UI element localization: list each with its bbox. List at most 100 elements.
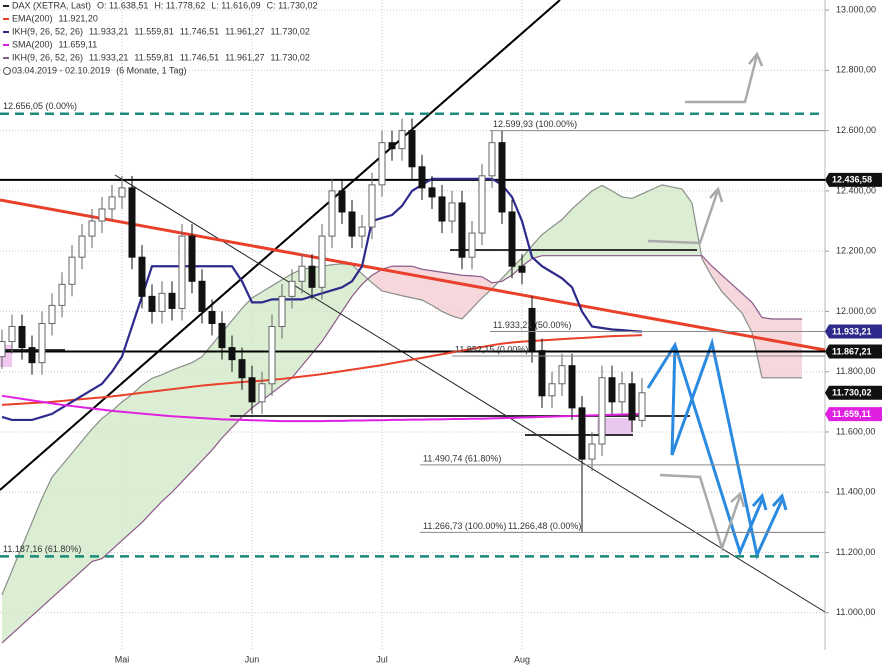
y-tick-label: 13.000,00 [836,4,876,14]
legend-value: 11.730,02 [271,52,310,62]
candle-body [218,322,226,349]
cloud-fill [752,302,762,378]
cloud-span-b [1,255,802,644]
fib-label: 12.599,93 (100.00%) [493,119,577,129]
candle-body [328,190,336,237]
candle-body [308,265,316,288]
candle-body [248,377,256,403]
legend-value: 11.961,27 [225,52,264,62]
legend-value: 11.961,27 [225,26,264,36]
legend-value: 11.659,11 [59,39,98,49]
candle-body [368,184,376,228]
cloud-fill [742,293,752,333]
cloud-fill [672,186,682,256]
candle-body [188,235,196,282]
cloud-fill [782,318,792,378]
x-tick-label: Jun [245,654,260,664]
price-tag [825,324,882,339]
cloud-fill [332,263,342,327]
candle-body [378,142,386,186]
cloud-fill [212,332,222,451]
cloud-fill [152,374,162,512]
projection [670,337,784,560]
cloud-fill [712,266,722,292]
candle-body [578,407,586,460]
projection [685,54,759,104]
fib-label: 11.266,73 (100.00%) [423,521,506,531]
cloud-fill [512,257,522,276]
cloud-span-a [1,184,802,595]
legend-value: 11.730,02 [271,26,310,36]
cloud-fill [312,266,322,354]
candle-body [98,208,106,222]
cloud-fill [602,185,612,256]
cloud-fill [442,272,452,316]
cloud-fill [592,185,602,256]
candle-body [408,130,416,168]
cloud-fill [532,234,542,259]
cloud-fill [162,370,172,502]
x-tick-label: Jul [376,654,388,664]
price-tag [825,407,882,422]
fib-label: 11.852,15 (0.00%) [455,344,528,354]
cloud-fill [202,344,212,461]
data-layer: 12.656,05 (0.00%) 11.187,16 (61.80%) 12.59… [0,101,882,558]
candle-body [238,359,246,379]
cloud-fill [382,266,392,294]
y-tick-label: 11.200,00 [836,547,875,557]
candle-body [438,196,446,222]
arrow-head [771,492,788,511]
x-tick-label: Aug [514,654,530,664]
cloud-fill [682,189,692,256]
cloud-fill [62,453,72,589]
legend-value: 11.933,21 [89,26,128,36]
cloud-fill [102,410,112,559]
legend-value: 11.933,21 [89,52,128,62]
candle-body [108,196,116,210]
level-label: 11.187,16 (61.80%) [3,544,81,554]
candle-body [138,256,146,297]
clock-icon [3,67,11,75]
indicator-line [1,394,643,423]
y-tick-label: 12.600,00 [836,125,876,135]
legend-value: O: 11.638,51 [97,0,148,10]
cloud-fill [52,465,62,598]
candle-body [348,211,356,237]
candle-body [478,175,486,234]
cloud-fill [182,362,192,482]
legend-value: 11.746,51 [180,52,219,62]
candle-body [338,190,346,213]
fib-label: 11.933,21 (50.00%) [493,320,571,330]
cloud-fill [612,190,622,256]
candle-body [568,365,576,409]
candle-body [288,280,296,297]
candle-body [268,326,276,385]
candle-body [608,377,616,403]
candle-body [58,283,66,306]
cloud-fill [402,266,412,298]
cloud-fill [452,273,462,319]
legend-entry: EMA(200) [12,13,53,23]
projection [647,189,720,245]
candle-body [48,304,56,324]
candle-body [158,292,166,312]
candle-body [398,130,406,150]
y-tick-label: 11.600,00 [836,426,875,436]
cloud-fill [772,318,782,378]
y-tick-label: 11.000,00 [836,607,875,617]
price-tag-label: 11.933,21 [832,326,872,336]
candle-body [518,265,526,273]
cloud-fill [422,269,432,306]
legend-value: 11.559,81 [134,26,173,36]
candle-body [418,166,426,189]
candle-body [178,235,186,309]
cloud-fill [172,366,182,493]
y-tick-label: 12.800,00 [836,65,876,75]
cloud-fill [662,184,672,256]
legend-entry: IKH(9, 26, 52, 26) [12,52,83,62]
candle-body [278,295,286,328]
y-tick-label: 12.000,00 [836,306,876,316]
cloud-fill [542,227,552,256]
level-label: 12.656,05 (0.00%) [3,101,77,111]
